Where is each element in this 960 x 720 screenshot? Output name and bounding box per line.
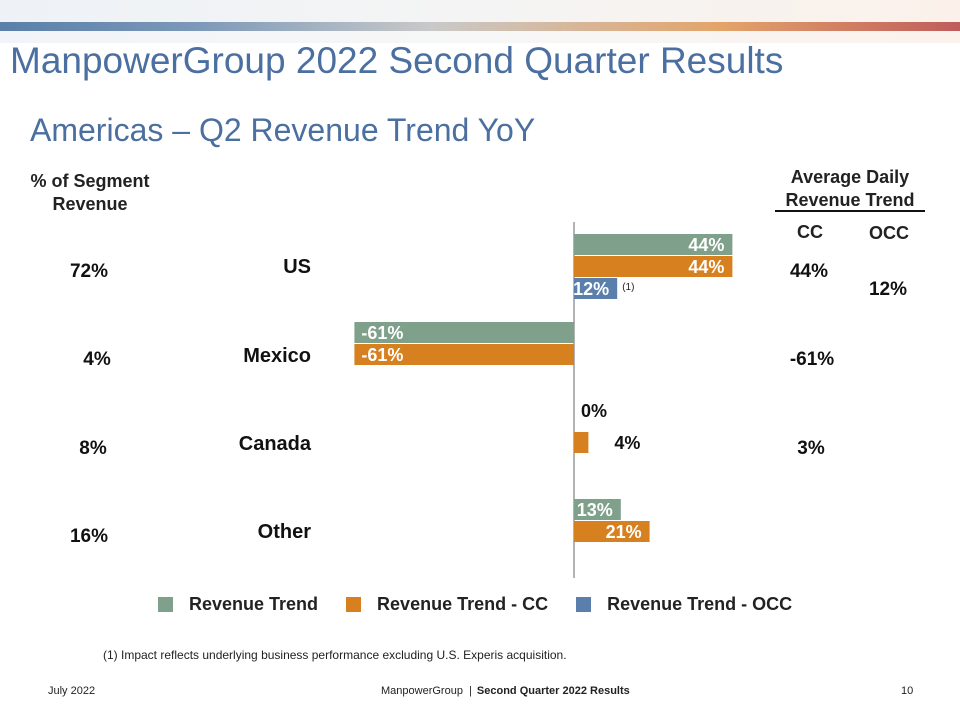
bar-revenue-trend-cc-us <box>574 256 733 277</box>
footer-brand: ManpowerGroup <box>381 685 463 697</box>
data-label-revenue-trend-occ-us: 12% <box>573 279 609 299</box>
occ-annotation-marker: (1) <box>622 282 634 293</box>
adr-header-underline <box>775 210 925 212</box>
bar-revenue-trend-occ-us <box>574 278 618 299</box>
legend-swatch-revenue-trend <box>158 597 173 612</box>
segment-header: % of Segment Revenue <box>10 170 170 216</box>
segment-pct-mexico: 4% <box>83 349 111 370</box>
top-gradient-bar <box>0 22 960 31</box>
legend-item-revenue-trend-cc: Revenue Trend - CC <box>346 594 548 615</box>
legend-swatch-revenue-trend-cc <box>346 597 362 612</box>
page-title: ManpowerGroup 2022 Second Quarter Result… <box>10 40 784 81</box>
data-label-revenue-trend-other: 13% <box>577 500 613 520</box>
occ-header: OCC <box>869 223 909 243</box>
bar-revenue-trend-cc-canada <box>574 432 589 453</box>
category-label-other: Other <box>257 521 311 543</box>
chart-legend: Revenue Trend Revenue Trend - CC Revenue… <box>158 594 820 615</box>
revenue-trend-chart: 44% -61% 0% 13% 44% -61% 4% 21% 12% (1) <box>354 222 733 578</box>
bar-revenue-trend-other <box>574 499 621 520</box>
bar-revenue-trend-cc-other <box>574 521 650 542</box>
legend-swatch-revenue-trend-occ <box>576 597 592 612</box>
bar-revenue-trend-cc-mexico <box>354 344 574 365</box>
legend-item-revenue-trend-occ: Revenue Trend - OCC <box>576 594 792 615</box>
legend-label-revenue-trend-occ: Revenue Trend - OCC <box>607 594 793 614</box>
data-label-revenue-trend-canada: 0% <box>581 401 607 421</box>
footer-page-number: 10 <box>901 685 914 697</box>
top-banner-haze-lower <box>0 31 960 43</box>
top-banner-haze <box>0 0 960 22</box>
legend-label-revenue-trend: Revenue Trend <box>189 594 319 614</box>
category-label-canada: Canada <box>238 433 311 455</box>
footer-date: July 2022 <box>48 685 96 697</box>
data-label-revenue-trend-cc-canada: 4% <box>614 433 640 453</box>
occ-value-us: 12% <box>868 279 908 300</box>
adr-header-line2: Revenue Trend <box>785 190 915 210</box>
category-label-mexico: Mexico <box>243 345 311 367</box>
footer-center: ManpowerGroup | Second Quarter 2022 Resu… <box>381 685 630 697</box>
cc-value-mexico: -61% <box>789 349 835 370</box>
adr-header: Average Daily Revenue Trend <box>770 166 930 212</box>
adr-header-line1: Average Daily <box>790 167 910 187</box>
data-label-revenue-trend-cc-us: 44% <box>688 257 724 277</box>
data-label-revenue-trend-us: 44% <box>688 235 724 255</box>
data-label-revenue-trend-mexico: -61% <box>361 323 403 343</box>
segment-pct-other: 16% <box>69 526 109 547</box>
cc-header: CC <box>797 222 823 242</box>
segment-header-line1: % of Segment <box>30 171 150 191</box>
data-label-revenue-trend-cc-other: 21% <box>606 522 642 542</box>
cc-value-us: 44% <box>789 261 829 282</box>
segment-pct-canada: 8% <box>79 438 107 459</box>
footer-separator: | <box>469 685 472 697</box>
data-label-revenue-trend-cc-mexico: -61% <box>361 345 403 365</box>
category-label-us: US <box>283 256 311 278</box>
footer-doc: Second Quarter 2022 Results <box>476 685 630 697</box>
page-subtitle: Americas – Q2 Revenue Trend YoY <box>30 112 536 148</box>
segment-pct-us: 72% <box>69 261 109 282</box>
segment-header-line2: Revenue <box>52 194 128 214</box>
footnote: (1) Impact reflects underlying business … <box>103 648 567 662</box>
bar-revenue-trend-mexico <box>354 322 574 343</box>
cc-value-canada: 3% <box>797 438 825 459</box>
legend-label-revenue-trend-cc: Revenue Trend - CC <box>377 594 549 614</box>
legend-item-revenue-trend: Revenue Trend <box>158 594 318 615</box>
bar-revenue-trend-us <box>574 234 733 255</box>
